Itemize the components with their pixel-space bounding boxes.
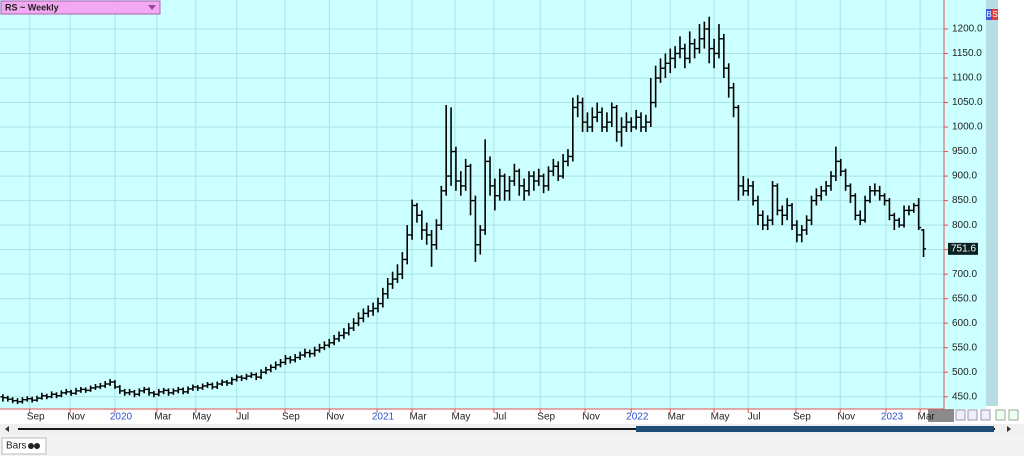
y-tick-label: 1050.0 — [952, 97, 983, 108]
last-price-box — [948, 242, 978, 255]
x-tick-label: May — [451, 412, 470, 423]
x-tick-label: Sep — [27, 412, 45, 423]
tab-icon — [34, 443, 40, 449]
bars — [0, 16, 927, 405]
x-tick-label: 2020 — [110, 412, 133, 423]
badge-b-text: B — [986, 10, 991, 19]
y-tick-label: 1200.0 — [952, 24, 983, 35]
bottom-bar — [0, 434, 1024, 456]
x-tick-label: Mar — [668, 412, 686, 423]
y-tick-label: 500.0 — [952, 367, 977, 378]
x-tick-label: Mar — [409, 412, 427, 423]
y-tick-label: 600.0 — [952, 318, 977, 329]
x-tick-label: Nov — [326, 412, 344, 423]
price-axis-area — [944, 0, 986, 409]
x-tick-label: May — [192, 412, 211, 423]
chart-title: RS ~ Weekly — [5, 2, 59, 12]
y-tick-label: 1100.0 — [952, 73, 982, 84]
scroll-range[interactable] — [636, 426, 994, 432]
x-tick-label: Jul — [236, 412, 249, 423]
x-tick-label: Mar — [154, 412, 172, 423]
x-tick-label: Jul — [748, 412, 761, 423]
y-tick-label: 450.0 — [952, 391, 977, 402]
dropdown-arrow[interactable] — [148, 5, 156, 10]
y-tick-label: 850.0 — [952, 195, 977, 206]
y-tick-label: 1000.0 — [952, 122, 983, 133]
x-tick-label: Sep — [537, 412, 555, 423]
title-box[interactable] — [0, 0, 161, 15]
x-tick-label: Nov — [837, 412, 855, 423]
x-tick-label: Jul — [494, 412, 507, 423]
x-tick-label: 2022 — [626, 412, 649, 423]
tab-label: Bars — [6, 441, 27, 452]
side-panel — [986, 0, 998, 406]
badge-s-text: S — [992, 10, 997, 19]
badge-s — [992, 9, 998, 20]
x-tick-label: Sep — [282, 412, 300, 423]
x-tick-label: 2023 — [881, 412, 904, 423]
grid — [0, 0, 944, 409]
y-tick-label: 700.0 — [952, 269, 977, 280]
y-tick-label: 950.0 — [952, 146, 977, 157]
x-tick-label: Nov — [67, 412, 85, 423]
x-tick-label: May — [711, 412, 730, 423]
y-tick-label: 900.0 — [952, 171, 977, 182]
last-price-label: 751.6 — [951, 243, 976, 254]
tab-icon — [28, 443, 34, 449]
x-tick-label: Sep — [793, 412, 811, 423]
y-tick-label: 650.0 — [952, 293, 977, 304]
x-tick-label: Mar — [918, 412, 936, 423]
x-tick-label: 2021 — [372, 412, 395, 423]
x-tick-label: Nov — [582, 412, 600, 423]
y-tick-label: 800.0 — [952, 220, 977, 231]
x-axis-area — [0, 409, 944, 423]
y-tick-label: 550.0 — [952, 342, 977, 353]
tab[interactable] — [1, 437, 47, 455]
y-tick-label: 1150.0 — [952, 48, 982, 59]
badge-b — [986, 9, 992, 20]
axis-buttons[interactable] — [955, 409, 1019, 421]
x-scroll-thumb[interactable] — [928, 409, 954, 422]
